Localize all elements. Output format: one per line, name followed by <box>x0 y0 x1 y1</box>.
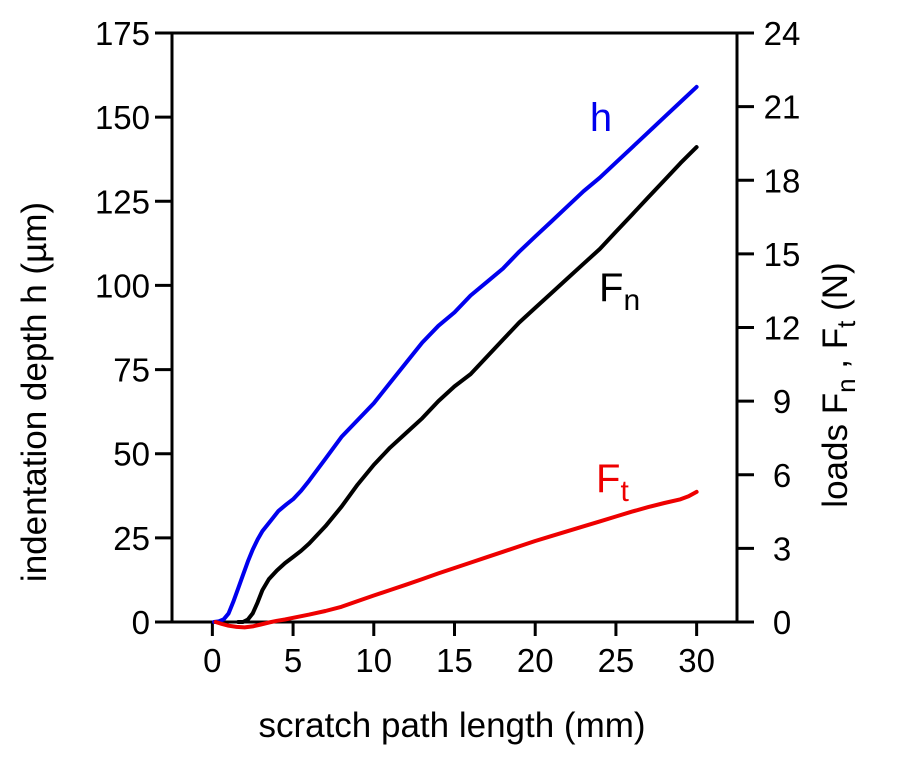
y-left-tick-label: 25 <box>113 520 150 557</box>
y-left-tick-label: 75 <box>113 352 150 389</box>
y-right-tick-label: 9 <box>773 383 791 420</box>
x-axis-title: scratch path length (mm) <box>258 706 645 745</box>
y-left-axis-title: indentation depth h (µm) <box>15 202 54 582</box>
y-right-tick-label: 15 <box>764 236 801 273</box>
x-tick-label: 10 <box>355 642 392 679</box>
x-tick-label: 30 <box>678 642 715 679</box>
y-left-tick-label: 150 <box>95 99 150 136</box>
x-tick-label: 25 <box>598 642 635 679</box>
y-right-tick-label: 24 <box>764 15 801 52</box>
Ft-curve-label: Ft <box>596 457 629 508</box>
y-left-tick-label: 50 <box>113 436 150 473</box>
y-left-tick-label: 125 <box>95 183 150 220</box>
x-tick-label: 0 <box>203 642 221 679</box>
y-right-tick-label: 0 <box>773 604 791 641</box>
y-right-tick-label: 12 <box>764 310 801 347</box>
y-right-axis-title: loads Fn , Ft (N) <box>816 262 861 507</box>
Fn-curve-label: Fn <box>599 266 640 317</box>
plot-frame <box>170 31 739 624</box>
x-tick-label: 15 <box>436 642 473 679</box>
x-tick-label: 5 <box>284 642 302 679</box>
Ft-curve <box>213 489 699 630</box>
y-left-tick-label: 100 <box>95 267 150 304</box>
y-left-tick-label: 0 <box>132 604 150 641</box>
y-right-tick-label: 3 <box>773 530 791 567</box>
h-curve <box>212 84 699 624</box>
x-tick-label: 20 <box>517 642 554 679</box>
y-right-tick-label: 18 <box>764 162 801 199</box>
y-left-tick-label: 175 <box>95 15 150 52</box>
y-right-tick-label: 6 <box>773 457 791 494</box>
Fn-curve <box>236 145 699 624</box>
h-curve-label: h <box>590 96 612 140</box>
y-right-tick-label: 21 <box>764 89 801 126</box>
